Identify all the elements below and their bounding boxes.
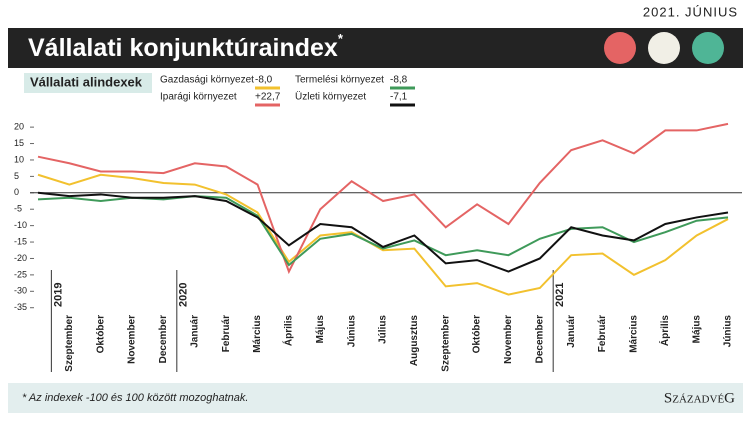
subtitle: Vállalati alindexek	[30, 74, 143, 89]
series-line	[37, 195, 729, 267]
date: 2021. JÚNIUS	[643, 4, 738, 19]
y-tick-label: 0	[14, 187, 19, 197]
y-tick-label: -15	[14, 236, 27, 246]
x-tick-label: Szeptember	[64, 315, 75, 372]
y-tick-label: -30	[14, 286, 27, 296]
legend-label: Gazdasági környezet	[160, 75, 254, 86]
x-tick-label: Február	[221, 315, 232, 352]
y-tick-label: -10	[14, 220, 27, 230]
series-line	[37, 191, 729, 273]
x-tick-label: December	[534, 315, 545, 363]
footnote: * Az indexek -100 és 100 között mozoghat…	[22, 392, 248, 404]
x-tick-label: Augusztus	[409, 315, 420, 367]
legend-value: -8,0	[255, 75, 273, 86]
year-label: 2020	[178, 283, 190, 307]
y-tick-label: 15	[14, 138, 24, 148]
legend-value: -7,1	[390, 92, 408, 103]
series-line	[37, 173, 729, 296]
x-tick-label: Január	[566, 315, 577, 348]
y-tick-label: 5	[14, 171, 19, 181]
x-tick-label: Október	[95, 315, 106, 353]
x-tick-label: Június	[723, 315, 734, 348]
y-tick-label: -35	[14, 302, 27, 312]
x-tick-label: Március	[629, 315, 640, 353]
y-tick-label: -20	[14, 253, 27, 263]
x-tick-label: Május	[691, 315, 702, 344]
y-tick-label: 20	[14, 122, 24, 132]
icon	[648, 32, 680, 64]
x-tick-label: Szeptember	[440, 315, 451, 372]
legend-label: Termelési környezet	[295, 75, 384, 86]
x-tick-label: Március	[252, 315, 263, 353]
series-line	[37, 122, 729, 275]
x-tick-label: Február	[597, 315, 608, 352]
x-tick-label: Január	[189, 315, 200, 348]
y-tick-label: -25	[14, 269, 27, 279]
brand: SzázadvéG	[664, 390, 735, 406]
x-tick-label: Április	[658, 315, 671, 347]
x-tick-label: Június	[346, 315, 357, 348]
x-tick-label: Július	[378, 315, 389, 344]
legend-value: +22,7	[255, 92, 281, 103]
x-tick-label: Október	[472, 315, 483, 353]
footer	[8, 383, 743, 413]
legend-label: Üzleti környezet	[295, 91, 366, 103]
subtitle-box	[24, 73, 152, 93]
year-label: 2019	[52, 283, 64, 307]
y-tick-label: -5	[14, 204, 22, 214]
x-tick-label: November	[503, 315, 514, 364]
y-tick-label: 10	[14, 154, 24, 164]
icon	[604, 32, 636, 64]
chart-title: Vállalati konjunktúraindex*	[28, 31, 344, 61]
year-label: 2021	[554, 283, 566, 307]
icon	[692, 32, 724, 64]
x-tick-label: Május	[315, 315, 326, 344]
legend-label: Iparági környezet	[160, 92, 237, 103]
x-tick-label: November	[127, 315, 138, 364]
x-tick-label: December	[158, 315, 169, 363]
legend-value: -8,8	[390, 75, 408, 86]
x-tick-label: Április	[282, 315, 295, 347]
